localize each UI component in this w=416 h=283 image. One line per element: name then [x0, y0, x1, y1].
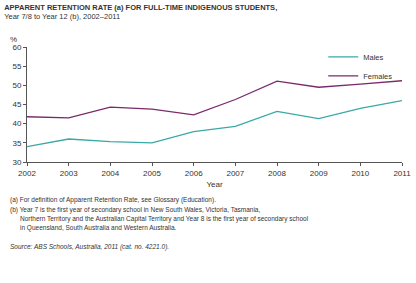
svg-text:Source: ABS Schools, Australia: Source: ABS Schools, Australia, 2011 (ca…: [10, 243, 169, 251]
svg-text:2011: 2011: [393, 169, 411, 178]
svg-text:2007: 2007: [226, 169, 244, 178]
svg-text:2008: 2008: [268, 169, 286, 178]
svg-text:Year: Year: [206, 180, 223, 189]
svg-text:2005: 2005: [143, 169, 161, 178]
svg-text:in Queensland, South Australia: in Queensland, South Australia and Weste…: [20, 224, 177, 232]
svg-text:%: %: [10, 35, 17, 44]
svg-text:2009: 2009: [310, 169, 328, 178]
svg-text:60: 60: [12, 43, 21, 52]
svg-text:2006: 2006: [185, 169, 203, 178]
svg-text:(b) Year 7 is the first year o: (b) Year 7 is the first year of secondar…: [10, 206, 260, 214]
svg-text:Females: Females: [363, 72, 392, 81]
svg-text:2002: 2002: [18, 169, 36, 178]
svg-text:2003: 2003: [60, 169, 78, 178]
svg-text:50: 50: [12, 81, 21, 90]
svg-text:Males: Males: [363, 53, 383, 62]
svg-text:40: 40: [12, 119, 21, 128]
svg-text:APPARENT RETENTION RATE (a) FO: APPARENT RETENTION RATE (a) FOR FULL-TIM…: [4, 3, 277, 22]
svg-text:2004: 2004: [101, 169, 119, 178]
svg-text:Northern Territory and the Aus: Northern Territory and the Australian Ca…: [20, 215, 309, 223]
svg-text:2010: 2010: [351, 169, 369, 178]
svg-text:(a) For definition of Apparent: (a) For definition of Apparent Retention…: [10, 196, 216, 204]
svg-text:55: 55: [12, 62, 21, 71]
svg-text:30: 30: [12, 158, 21, 167]
svg-text:35: 35: [12, 139, 21, 148]
svg-text:45: 45: [12, 100, 21, 109]
